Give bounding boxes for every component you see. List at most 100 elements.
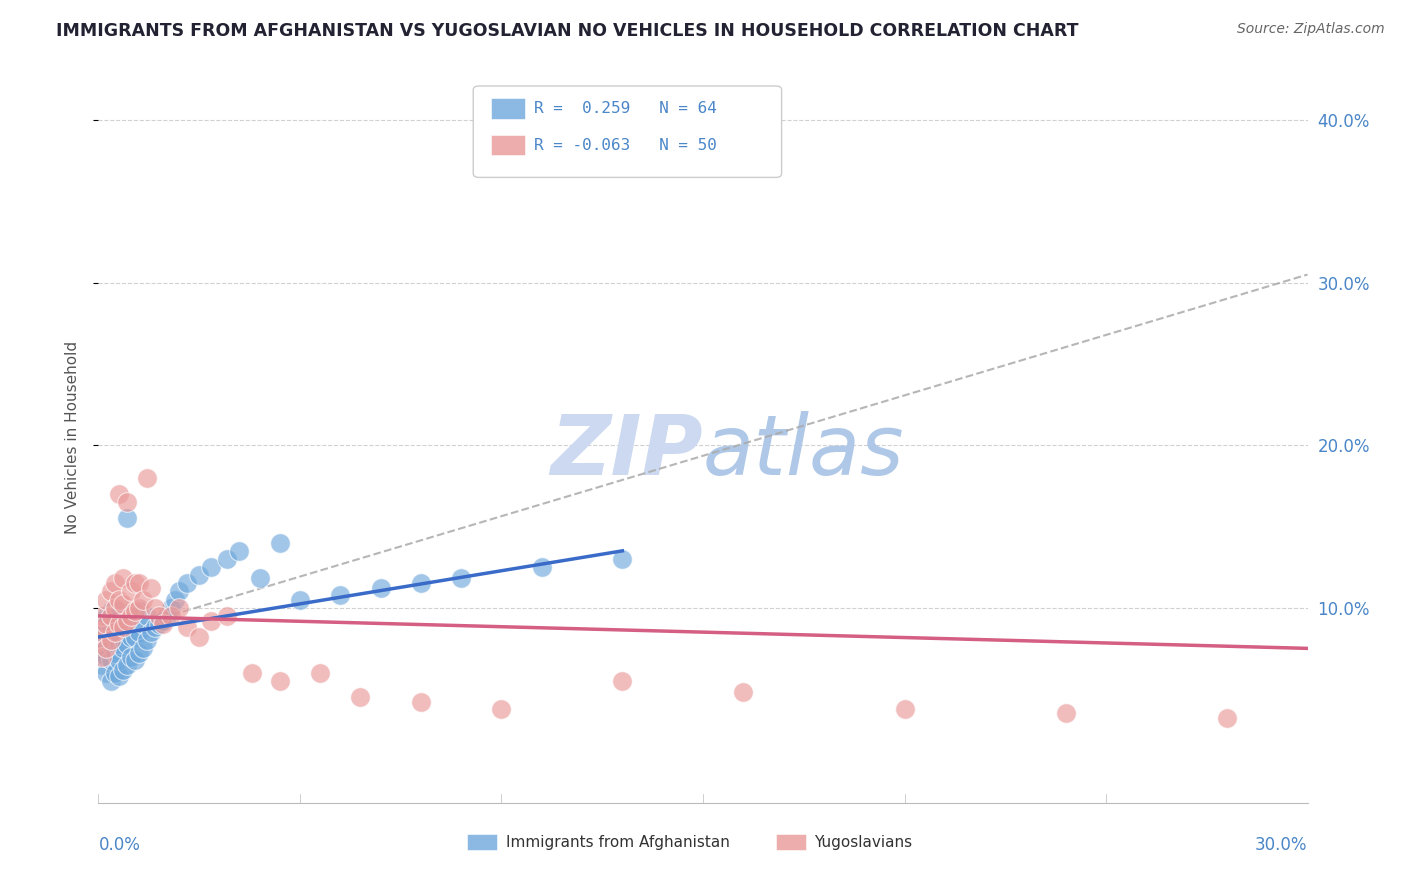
- FancyBboxPatch shape: [776, 834, 806, 850]
- Point: [450, 572, 472, 586]
- Point: [128, 600, 150, 615]
- Point: [115, 636, 138, 650]
- Point: [96, 625, 118, 640]
- Point: [139, 581, 162, 595]
- Point: [91, 657, 114, 672]
- Point: [115, 495, 138, 509]
- Point: [188, 630, 211, 644]
- Point: [115, 657, 138, 672]
- Point: [160, 608, 183, 623]
- Point: [91, 649, 114, 664]
- Point: [530, 560, 553, 574]
- Point: [115, 511, 138, 525]
- Point: [111, 620, 134, 634]
- Point: [89, 641, 111, 656]
- Point: [124, 576, 146, 591]
- Point: [124, 604, 146, 618]
- Text: ZIP: ZIP: [550, 411, 703, 492]
- Point: [107, 669, 129, 683]
- Point: [100, 673, 122, 688]
- Point: [103, 646, 125, 660]
- Point: [103, 630, 125, 644]
- Point: [167, 600, 190, 615]
- Text: Yugoslavians: Yugoslavians: [814, 835, 912, 850]
- Point: [132, 641, 155, 656]
- FancyBboxPatch shape: [474, 86, 782, 178]
- Point: [188, 568, 211, 582]
- Point: [1054, 706, 1077, 721]
- Point: [111, 572, 134, 586]
- Text: 0.0%: 0.0%: [98, 836, 141, 854]
- Point: [143, 620, 166, 634]
- Point: [100, 620, 122, 634]
- Point: [200, 614, 222, 628]
- Point: [91, 608, 114, 623]
- Point: [96, 641, 118, 656]
- Point: [409, 695, 432, 709]
- Point: [329, 588, 352, 602]
- FancyBboxPatch shape: [492, 98, 526, 119]
- Point: [143, 600, 166, 615]
- Point: [120, 608, 142, 623]
- Point: [128, 576, 150, 591]
- Point: [176, 620, 198, 634]
- Point: [120, 584, 142, 599]
- Point: [91, 633, 114, 648]
- Point: [152, 617, 174, 632]
- FancyBboxPatch shape: [467, 834, 498, 850]
- Point: [124, 608, 146, 623]
- Point: [132, 592, 155, 607]
- Point: [103, 614, 125, 628]
- Point: [128, 646, 150, 660]
- Point: [89, 633, 111, 648]
- Point: [100, 633, 122, 648]
- Point: [228, 544, 250, 558]
- Point: [115, 617, 138, 632]
- Point: [103, 600, 125, 615]
- Point: [160, 600, 183, 615]
- Point: [135, 471, 157, 485]
- Point: [107, 620, 129, 634]
- Text: R = -0.063   N = 50: R = -0.063 N = 50: [534, 137, 717, 153]
- Point: [96, 608, 118, 623]
- Point: [217, 608, 239, 623]
- Point: [139, 625, 162, 640]
- Text: IMMIGRANTS FROM AFGHANISTAN VS YUGOSLAVIAN NO VEHICLES IN HOUSEHOLD CORRELATION : IMMIGRANTS FROM AFGHANISTAN VS YUGOSLAVI…: [56, 22, 1078, 40]
- Point: [91, 625, 114, 640]
- Point: [167, 584, 190, 599]
- Text: R =  0.259   N = 64: R = 0.259 N = 64: [534, 101, 717, 116]
- Point: [132, 617, 155, 632]
- Point: [733, 685, 755, 699]
- Point: [107, 592, 129, 607]
- Point: [200, 560, 222, 574]
- Point: [100, 604, 122, 618]
- Point: [96, 665, 118, 680]
- Point: [120, 649, 142, 664]
- Text: atlas: atlas: [703, 411, 904, 492]
- Point: [309, 665, 332, 680]
- Point: [152, 614, 174, 628]
- Point: [491, 701, 513, 715]
- Point: [100, 636, 122, 650]
- Point: [91, 617, 114, 632]
- Point: [612, 552, 634, 566]
- Text: 30.0%: 30.0%: [1256, 836, 1308, 854]
- Point: [240, 665, 263, 680]
- Y-axis label: No Vehicles in Household: No Vehicles in Household: [65, 341, 80, 533]
- Point: [269, 535, 291, 549]
- Point: [120, 608, 142, 623]
- Point: [176, 576, 198, 591]
- Point: [135, 633, 157, 648]
- Point: [128, 625, 150, 640]
- Point: [148, 608, 170, 623]
- Point: [100, 584, 122, 599]
- Point: [409, 576, 432, 591]
- Point: [107, 653, 129, 667]
- Text: Source: ZipAtlas.com: Source: ZipAtlas.com: [1237, 22, 1385, 37]
- Point: [124, 630, 146, 644]
- Point: [349, 690, 371, 705]
- Point: [96, 617, 118, 632]
- Point: [156, 608, 179, 623]
- Point: [96, 592, 118, 607]
- Point: [107, 617, 129, 632]
